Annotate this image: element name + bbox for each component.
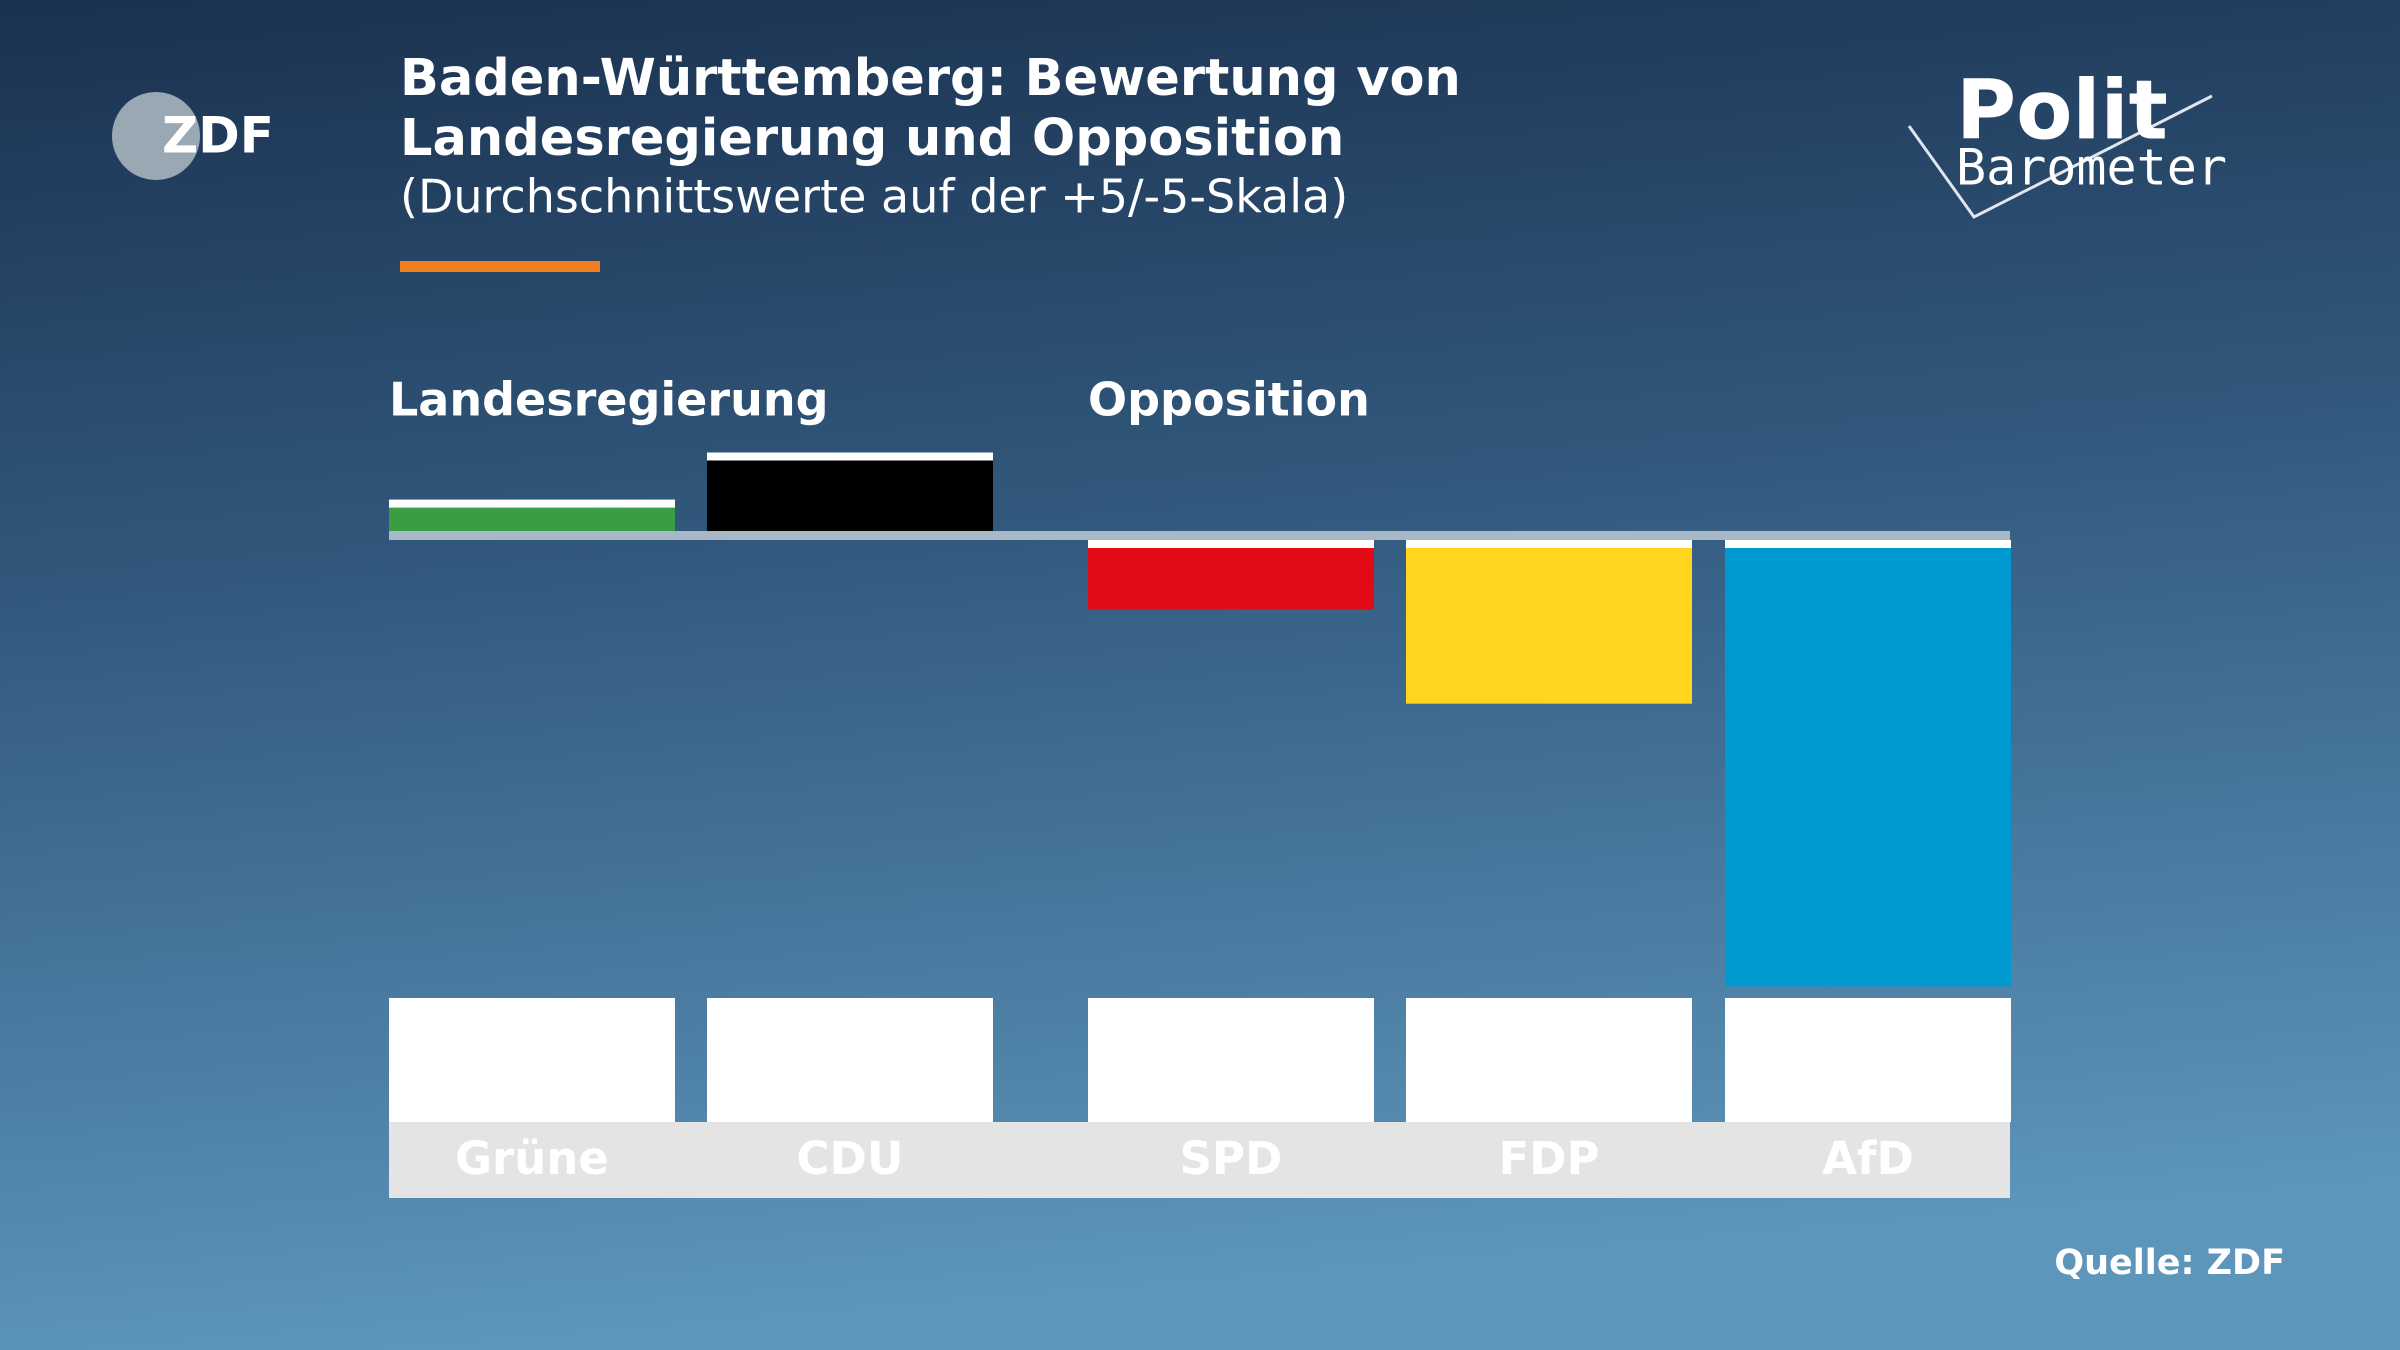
- category-label: SPD: [1180, 1132, 1283, 1185]
- value-label: +0,5: [753, 1015, 946, 1101]
- category-label: AfD: [1822, 1132, 1914, 1185]
- zdf-logo: ZDF: [112, 92, 274, 180]
- group-label: Landesregierung: [389, 373, 829, 427]
- bar: [707, 452, 993, 531]
- value-box: [1088, 998, 1374, 1122]
- chart-subtitle: (Durchschnittswerte auf der +5/-5-Skala): [400, 170, 1348, 224]
- value-box: [389, 998, 675, 1122]
- chart-title: Landesregierung und Opposition: [400, 109, 1344, 168]
- accent-bar: [400, 261, 600, 272]
- value-box: [707, 998, 993, 1122]
- bar-cap: [1088, 540, 1374, 548]
- value-label: +0,2: [435, 1015, 628, 1101]
- value-box: [1725, 998, 2011, 1122]
- logo-text: ZDF: [162, 107, 274, 165]
- baseline: [389, 531, 2010, 540]
- bar-cap: [1406, 540, 1692, 548]
- category-label: Grüne: [455, 1132, 609, 1185]
- value-label: -2,9: [1787, 1015, 1949, 1101]
- bar: [1725, 540, 2011, 987]
- logo-check: [1907, 94, 2213, 219]
- value-label: -1,1: [1468, 1015, 1630, 1101]
- source: Quelle: ZDF: [2054, 1243, 2285, 1283]
- category-band: [389, 1122, 2010, 1198]
- logo-circle: [112, 92, 200, 180]
- value-box: [1406, 998, 1692, 1122]
- group-label: Opposition: [1088, 373, 1370, 427]
- bar-cap: [389, 499, 675, 508]
- bar-cap: [1725, 540, 2011, 548]
- bar: [1088, 540, 1374, 610]
- category-label: CDU: [797, 1132, 904, 1185]
- politbarometer-logo: Polit Barometer: [1907, 63, 2227, 219]
- chart-title: Baden-Württemberg: Bewertung von: [400, 49, 1461, 108]
- bar: [1406, 540, 1692, 704]
- value-label: -0,5: [1150, 1015, 1312, 1101]
- brand-text: Polit: [1956, 63, 2168, 158]
- bar-cap: [707, 452, 993, 461]
- category-label: FDP: [1498, 1132, 1599, 1185]
- brand-text: Barometer: [1956, 139, 2227, 197]
